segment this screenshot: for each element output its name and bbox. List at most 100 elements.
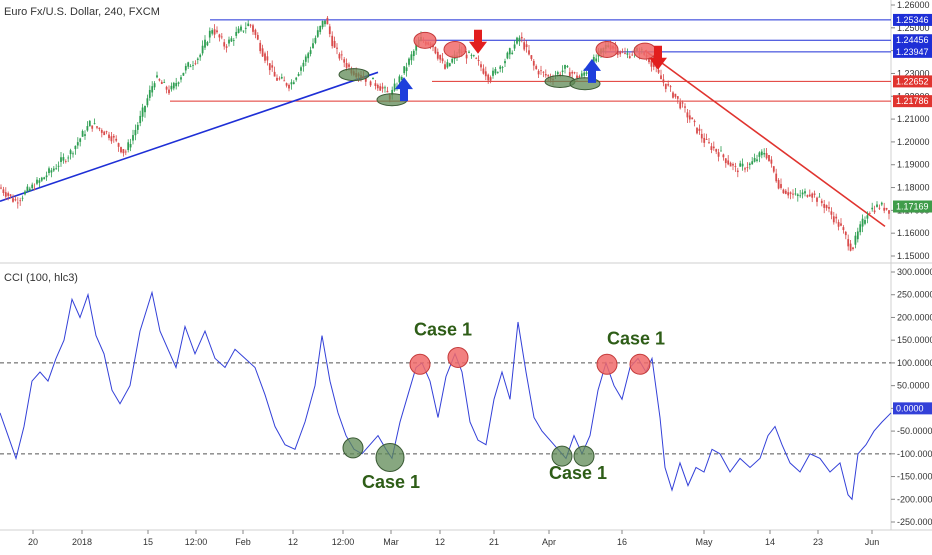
candle-body (621, 51, 624, 53)
candle-body (62, 157, 65, 161)
candle-body (657, 69, 660, 73)
candle-body (369, 81, 372, 86)
cci-layer: Case 1 Case 1 Case 1 Case 1 (0, 290, 892, 501)
candle-body (662, 79, 665, 83)
candle-body (175, 83, 178, 87)
candle-body (676, 96, 679, 99)
candle-body (446, 62, 449, 68)
candle-body (237, 28, 240, 33)
candle-body (151, 86, 154, 93)
candle-body (292, 82, 295, 85)
candle-body (208, 30, 211, 38)
candle-body (91, 125, 94, 129)
price-label-text: 1.23947 (896, 47, 929, 57)
candle-body (393, 83, 396, 91)
price-tick-label: 1.16000 (897, 228, 930, 238)
candle-body (127, 142, 130, 151)
candle-body (823, 204, 826, 208)
candle-body (31, 184, 34, 189)
candle-body (751, 161, 754, 165)
time-tick-label: 15 (143, 537, 153, 547)
candle-body (775, 173, 778, 182)
down-arrow-icon (469, 29, 487, 54)
candle-body (888, 210, 890, 214)
candle-body (868, 213, 871, 214)
price-label-text: 1.25346 (896, 15, 929, 25)
candle-body (40, 177, 43, 181)
red-marker-ellipse (633, 42, 657, 60)
candle-body (708, 142, 710, 144)
candle-body (405, 67, 408, 72)
candle-body (782, 189, 785, 194)
green-marker-ellipse (338, 68, 370, 82)
candle-body (698, 128, 701, 131)
candle-body (789, 192, 792, 194)
candle-body (204, 39, 206, 48)
candle-body (528, 50, 530, 55)
time-tick-label: 20 (28, 537, 38, 547)
candle-body (153, 83, 156, 88)
candle-body (129, 144, 132, 148)
cci-tick-label: -250.0000 (897, 517, 932, 527)
candle-body (513, 44, 516, 49)
candle-body (249, 24, 252, 26)
candle-body (441, 58, 444, 62)
candle-body (468, 51, 470, 53)
candle-body (216, 30, 218, 33)
candle-body (345, 63, 348, 68)
candle-body (556, 72, 559, 75)
candle-body (184, 65, 187, 71)
candle-body (489, 77, 492, 81)
candle-body (276, 77, 278, 81)
candle-body (194, 63, 197, 65)
candle-body (285, 83, 288, 86)
candle-body (734, 166, 737, 167)
candle-body (487, 74, 490, 81)
candle-body (684, 106, 686, 108)
candle-body (81, 131, 84, 137)
candle-body (566, 66, 569, 68)
candle-body (765, 153, 768, 159)
candle-body (501, 67, 504, 69)
candle-body (120, 147, 122, 153)
candle-body (408, 58, 410, 65)
candle-body (506, 52, 509, 59)
candle-body (105, 131, 108, 133)
candle-body (717, 152, 720, 157)
price-title: Euro Fx/U.S. Dollar, 240, FXCM (4, 6, 160, 18)
cci-value-box (893, 402, 932, 415)
time-tick-label: 23 (813, 537, 823, 547)
candle-body (736, 170, 739, 173)
price-tick-label: 1.21000 (897, 114, 930, 124)
candle-body (585, 72, 588, 74)
candle-body (21, 197, 24, 199)
candle-body (266, 56, 269, 61)
candle-body (434, 46, 437, 54)
time-tick-label: 12 (435, 537, 445, 547)
candle-body (880, 202, 883, 205)
candle-body (801, 192, 804, 195)
candle-body (280, 77, 283, 79)
candle-body (273, 71, 276, 77)
candle-body (499, 66, 502, 69)
candle-body (33, 188, 36, 190)
red-marker-ellipse (413, 31, 437, 49)
candle-body (727, 160, 730, 165)
candle-body (321, 21, 324, 28)
cci-tick-label: -150.0000 (897, 472, 932, 482)
candle-body (710, 146, 713, 151)
price-label-text: 1.17169 (896, 202, 929, 212)
candle-body (278, 78, 281, 80)
candle-body (739, 163, 742, 167)
candle-body (12, 198, 14, 202)
candle-body (48, 168, 50, 174)
candle-body (230, 38, 233, 42)
case-label: Case 1 (549, 463, 607, 483)
candle-body (312, 43, 314, 49)
candle-body (628, 56, 631, 59)
candle-body (696, 127, 698, 134)
candle-body (156, 75, 158, 78)
candle-body (439, 54, 442, 60)
candle-body (492, 70, 494, 76)
candle-body (376, 84, 379, 89)
